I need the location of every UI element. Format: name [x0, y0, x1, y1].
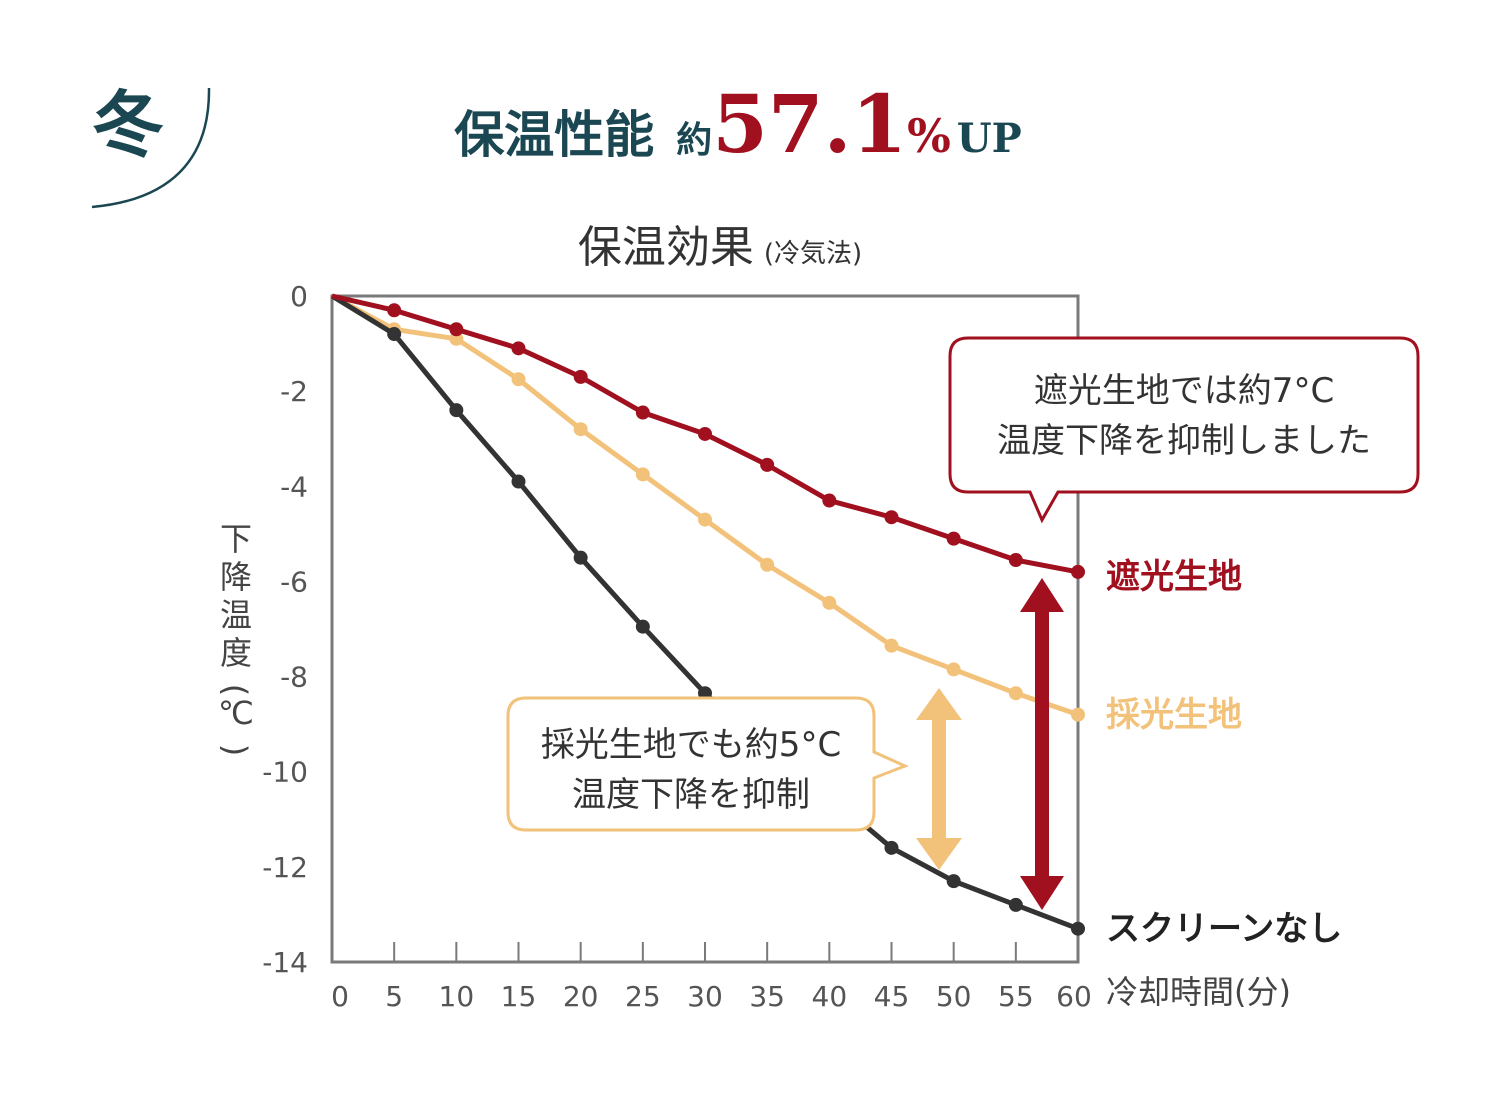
legend-daylight: 採光生地	[1106, 695, 1242, 735]
data-point-blackout	[946, 531, 961, 546]
data-point-no-screen	[511, 474, 526, 489]
data-point-daylight	[822, 595, 837, 610]
y-tick-label: -12	[262, 851, 308, 884]
headline-main: 保温性能	[454, 105, 654, 164]
blackout-callout: 遮光生地では約7°C 温度下降を抑制しました	[948, 336, 1420, 524]
legend-no-screen: スクリーンなし	[1106, 909, 1342, 949]
x-tick-label: 60	[1056, 980, 1092, 1013]
season-label: 冬	[92, 82, 164, 167]
data-point-daylight	[946, 662, 961, 677]
data-point-no-screen	[635, 619, 650, 634]
data-point-no-screen	[884, 840, 899, 855]
data-point-blackout	[449, 322, 464, 337]
data-point-daylight	[698, 512, 712, 527]
y-tick-label: -4	[280, 470, 308, 503]
data-point-daylight	[884, 638, 899, 653]
headline-percent: %	[907, 109, 951, 163]
x-tick-label: 50	[936, 980, 972, 1013]
data-point-no-screen	[1071, 921, 1085, 936]
y-axis-label-char: ℃	[218, 694, 254, 732]
x-axis-ticks	[393, 942, 1017, 962]
daylight-callout-line-2: 温度下降を抑制	[572, 775, 810, 815]
x-tick-label: 45	[874, 980, 910, 1013]
y-tick-label: 0	[290, 280, 308, 313]
chart-subtitle: (冷気法)	[764, 239, 862, 269]
data-point-blackout	[511, 341, 526, 356]
blackout-difference-arrow	[1020, 578, 1064, 910]
daylight-callout-line-1: 採光生地でも約5°C	[541, 725, 841, 765]
data-point-no-screen	[387, 327, 402, 342]
data-point-blackout	[698, 426, 712, 441]
headline-up: UP	[957, 115, 1022, 162]
y-tick-label: -6	[280, 565, 308, 598]
y-axis-label-char: 度	[220, 634, 252, 672]
y-tick-label: -2	[280, 375, 308, 408]
data-point-no-screen	[946, 874, 961, 889]
daylight-difference-arrow	[916, 688, 962, 870]
data-point-blackout	[822, 493, 837, 508]
data-point-blackout	[1008, 553, 1023, 568]
y-axis-label-char: 下	[220, 520, 252, 558]
x-tick-label: 5	[385, 980, 403, 1013]
x-tick-label: 0	[331, 980, 349, 1013]
x-axis-tick-labels: 0 5 10 15 20 25 30 35 40 45 50 55 60	[331, 980, 1092, 1013]
data-point-daylight	[760, 557, 775, 572]
data-point-daylight	[635, 467, 650, 482]
y-axis-label-char: 降	[220, 558, 252, 596]
y-axis-tick-labels: 0 -2 -4 -6 -8 -10 -12 -14	[262, 280, 308, 979]
x-tick-label: 55	[998, 980, 1034, 1013]
data-point-daylight	[1071, 707, 1085, 722]
data-point-blackout	[884, 510, 899, 525]
chart-title: 保温効果	[578, 222, 754, 273]
daylight-callout-bubble	[506, 696, 909, 832]
y-tick-label: -8	[280, 661, 308, 694]
y-tick-label: -10	[262, 756, 308, 789]
data-point-blackout	[760, 457, 775, 472]
headline: 保温性能 約57.1% UP	[454, 77, 1022, 171]
season-badge: 冬	[91, 82, 211, 209]
data-point-blackout	[387, 303, 402, 318]
x-tick-label: 10	[439, 980, 475, 1013]
x-tick-label: 30	[687, 980, 723, 1013]
x-axis-label: 冷却時間(分)	[1106, 973, 1291, 1011]
headline-value: 57.1	[712, 77, 907, 171]
chart-title-group: 保温効果 (冷気法)	[578, 222, 862, 273]
badge-arc	[91, 87, 211, 209]
x-tick-label: 20	[563, 980, 599, 1013]
series-layer	[330, 293, 1085, 936]
x-tick-label: 25	[625, 980, 661, 1013]
x-tick-label: 35	[749, 980, 785, 1013]
y-axis-label-char: 温	[220, 596, 252, 634]
blackout-callout-line-2: 温度下降を抑制しました	[997, 421, 1371, 461]
data-point-blackout	[1071, 564, 1085, 579]
data-point-blackout	[635, 405, 650, 420]
y-tick-label: -14	[262, 946, 308, 979]
blackout-callout-bubble	[948, 336, 1420, 524]
data-point-blackout	[573, 369, 588, 384]
x-tick-label: 40	[812, 980, 848, 1013]
blackout-callout-line-1: 遮光生地では約7°C	[1034, 371, 1334, 411]
data-point-daylight	[511, 372, 526, 387]
data-point-no-screen	[449, 403, 464, 418]
data-point-no-screen	[573, 550, 588, 565]
x-tick-label: 15	[501, 980, 537, 1013]
headline-approx: 約	[676, 119, 712, 161]
daylight-callout: 採光生地でも約5°C 温度下降を抑制	[506, 696, 909, 832]
data-point-no-screen	[1008, 897, 1023, 912]
data-point-daylight	[1008, 686, 1023, 701]
legend-blackout: 遮光生地	[1106, 557, 1242, 597]
y-axis-label-char: (	[216, 684, 254, 696]
y-axis-label-char: )	[216, 744, 254, 756]
data-point-daylight	[573, 422, 588, 437]
